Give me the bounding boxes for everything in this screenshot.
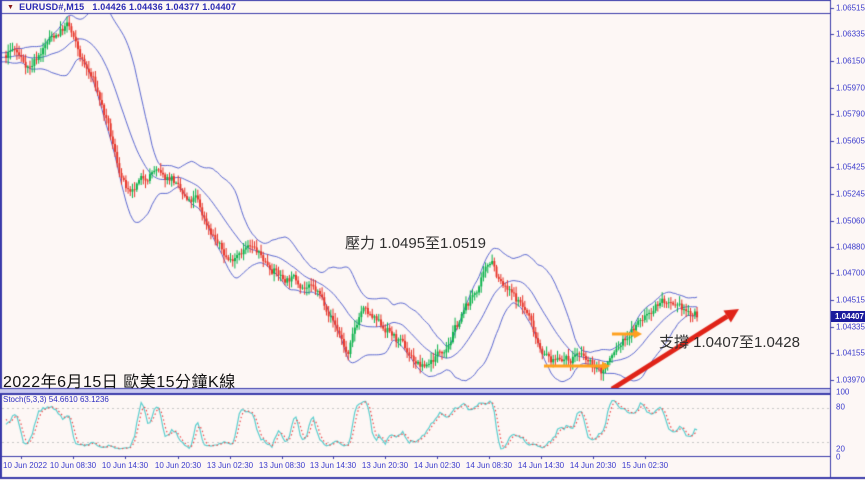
time-axis-label: 14 Jun 02:30 — [413, 461, 461, 470]
time-axis-label: 14 Jun 14:30 — [517, 461, 565, 470]
time-axis-label: 10 Jun 20:30 — [154, 461, 202, 470]
time-axis-label: 13 Jun 20:30 — [361, 461, 409, 470]
chart-titlebar: ▼ EURUSD#,M15 1.04426 1.04436 1.04377 1.… — [7, 1, 236, 13]
price-axis-label: 1.04155 — [836, 348, 865, 358]
time-axis-label: 15 Jun 02:30 — [621, 461, 669, 470]
time-axis-label: 13 Jun 14:30 — [309, 461, 357, 470]
stoch-scale-label: 100 — [836, 387, 850, 397]
price-axis-label: 1.06515 — [836, 3, 865, 13]
stoch-scale-label: 80 — [836, 402, 845, 412]
price-axis-label: 1.05970 — [836, 83, 865, 93]
time-axis-label: 10 Jun 14:30 — [101, 461, 149, 470]
symbol-title: EURUSD#,M15 — [19, 2, 85, 12]
price-axis-label: 1.05245 — [836, 189, 865, 199]
price-axis-label: 1.03970 — [836, 375, 865, 385]
price-axis-label: 1.04515 — [836, 295, 865, 305]
price-axis-label: 1.05605 — [836, 136, 865, 146]
price-axis-label: 1.05425 — [836, 162, 865, 172]
time-axis-label: 14 Jun 20:30 — [569, 461, 617, 470]
symbol-dropdown-icon[interactable]: ▼ — [7, 3, 15, 11]
stoch-scale-label: 0 — [836, 452, 841, 462]
price-axis-label: 1.05790 — [836, 109, 865, 119]
support-note: 支撐 1.0407至1.0428 — [659, 334, 800, 351]
ohlc-quotes: 1.04426 1.04436 1.04377 1.04407 — [92, 2, 237, 12]
stoch-scale-label: 20 — [836, 444, 845, 454]
resistance-note: 壓力 1.0495至1.0519 — [345, 235, 486, 252]
time-axis-label: 13 Jun 02:30 — [206, 461, 254, 470]
stoch-indicator-label: Stoch(5,3,3) 54.6610 63.1236 — [3, 395, 109, 404]
price-axis-label: 1.04880 — [836, 242, 865, 252]
time-axis-label: 14 Jun 08:30 — [465, 461, 513, 470]
time-axis-label: 10 Jun 2022 — [3, 461, 48, 470]
price-axis-label: 1.04700 — [836, 268, 865, 278]
price-axis-label: 1.04335 — [836, 322, 865, 332]
last-price-tag: 1.04407 — [831, 310, 865, 322]
price-axis-label: 1.06335 — [836, 29, 865, 39]
date-note: 2022年6月15日 歐美15分鐘K線 — [3, 374, 236, 391]
time-axis-label: 13 Jun 08:30 — [258, 461, 306, 470]
time-axis-label: 10 Jun 08:30 — [49, 461, 97, 470]
price-axis-label: 1.05060 — [836, 216, 865, 226]
price-axis-label: 1.06150 — [836, 56, 865, 66]
